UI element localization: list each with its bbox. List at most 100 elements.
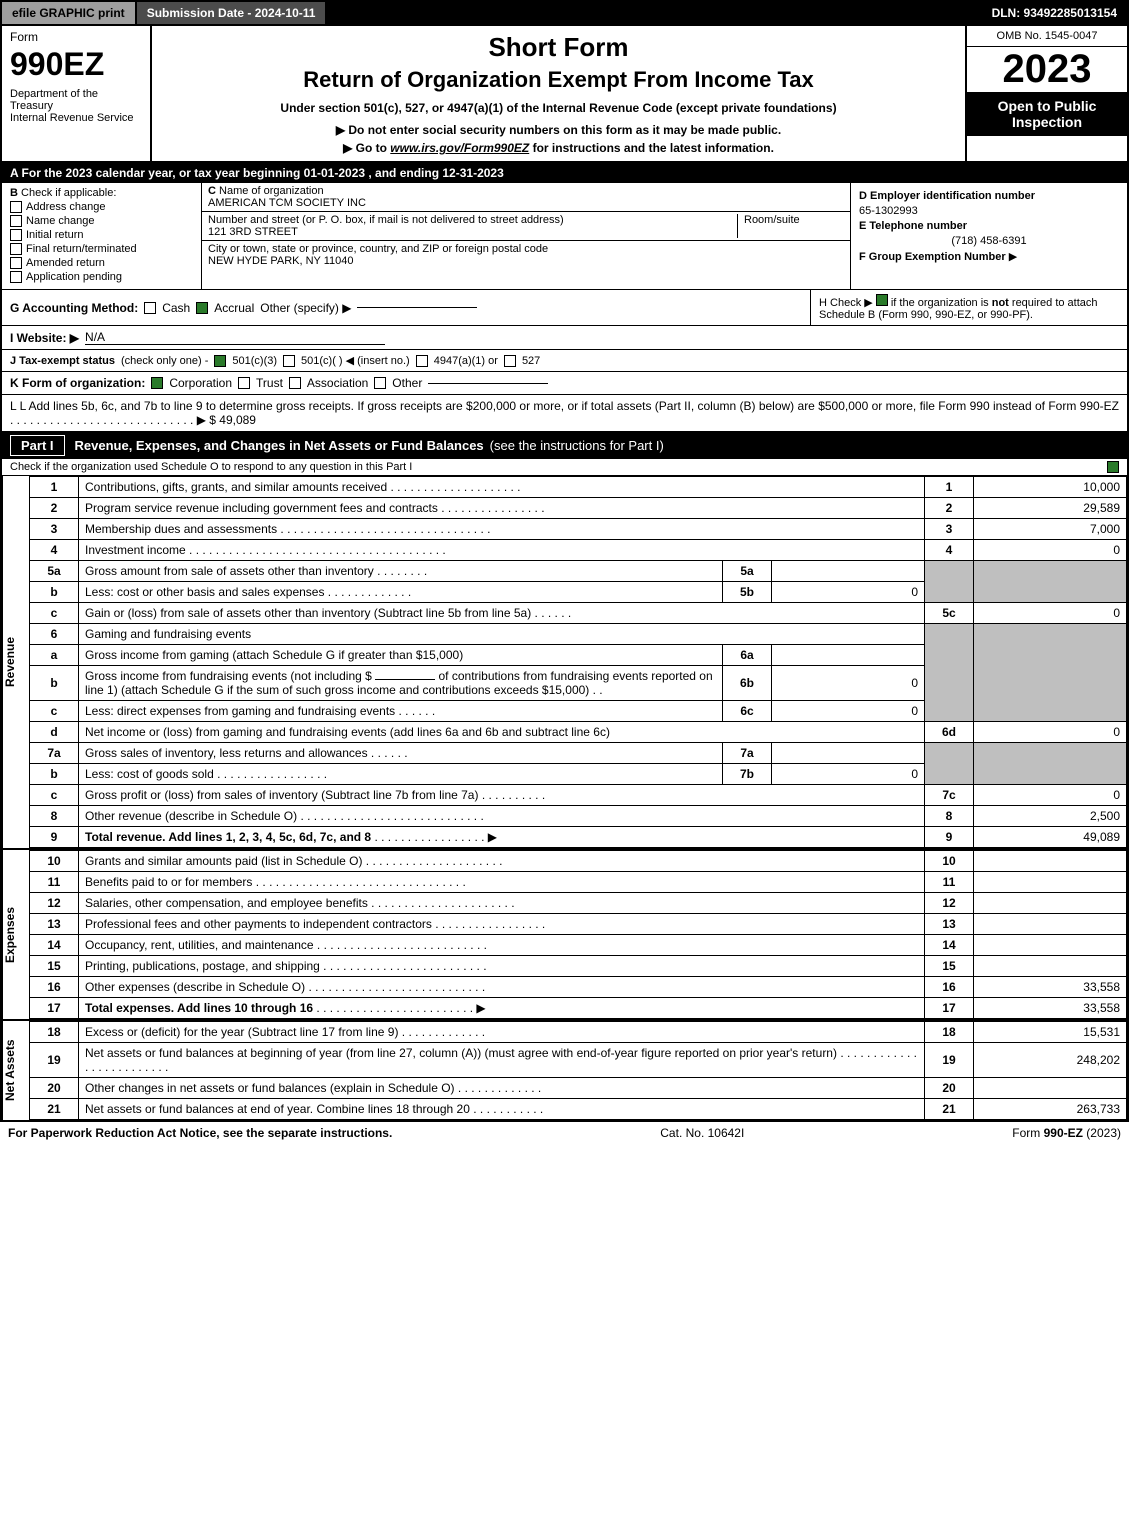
amount-14: [974, 935, 1127, 956]
amount-11: [974, 872, 1127, 893]
subtitle-ssn: ▶ Do not enter social security numbers o…: [162, 123, 955, 137]
amount-2: 29,589: [974, 498, 1127, 519]
label-501c: 501(c)( ) ◀ (insert no.): [301, 354, 410, 367]
g-label: G Accounting Method:: [10, 301, 138, 315]
dln-label: DLN: 93492285013154: [982, 2, 1127, 24]
room-label: Room/suite: [744, 214, 800, 226]
line-2: 2Program service revenue including gover…: [30, 498, 1127, 519]
box-7a: [772, 743, 925, 764]
line-9: 9Total revenue. Add lines 1, 2, 3, 4, 5c…: [30, 827, 1127, 848]
line-16: 16Other expenses (describe in Schedule O…: [30, 977, 1127, 998]
amount-12: [974, 893, 1127, 914]
goto-suffix: for instructions and the latest informat…: [533, 141, 774, 155]
box-5a: [772, 561, 925, 582]
j-label: J Tax-exempt status: [10, 355, 115, 367]
j-sub: (check only one) -: [121, 355, 208, 367]
part1-subtitle: (see the instructions for Part I): [490, 438, 664, 453]
line-3: 3Membership dues and assessments . . . .…: [30, 519, 1127, 540]
h-text: Check ▶: [830, 297, 876, 309]
expenses-section: Expenses 10Grants and similar amounts pa…: [2, 850, 1127, 1021]
name-of-org-label: Name of organization: [219, 185, 324, 197]
other-specify-input[interactable]: [357, 307, 477, 308]
section-a: A For the 2023 calendar year, or tax yea…: [2, 163, 1127, 183]
6b-contrib-input[interactable]: [375, 679, 435, 680]
checkbox-527[interactable]: [504, 355, 516, 367]
l-text: L Add lines 5b, 6c, and 7b to line 9 to …: [20, 399, 1119, 413]
org-name: AMERICAN TCM SOCIETY INC: [208, 197, 366, 209]
tax-year: 2023: [967, 47, 1127, 91]
checkbox-application-pending[interactable]: [10, 271, 22, 283]
line-1: 1Contributions, gifts, grants, and simil…: [30, 477, 1127, 498]
title-short-form: Short Form: [162, 32, 955, 63]
amount-9: 49,089: [974, 827, 1127, 848]
side-label-netassets: Net Assets: [2, 1021, 29, 1120]
line-8: 8Other revenue (describe in Schedule O) …: [30, 806, 1127, 827]
checkbox-final-return[interactable]: [10, 243, 22, 255]
section-l: L L Add lines 5b, 6c, and 7b to line 9 t…: [2, 395, 1127, 432]
amount-1: 10,000: [974, 477, 1127, 498]
checkbox-corp[interactable]: [151, 377, 163, 389]
box-7b: 0: [772, 764, 925, 785]
h-label: H: [819, 297, 827, 309]
other-org-input[interactable]: [428, 383, 548, 384]
checkbox-other-org[interactable]: [374, 377, 386, 389]
form-label: Form: [10, 30, 142, 44]
checkbox-501c[interactable]: [283, 355, 295, 367]
part1-title: Revenue, Expenses, and Changes in Net As…: [75, 438, 484, 453]
label-address-change: Address change: [26, 201, 106, 213]
part1-check-text: Check if the organization used Schedule …: [10, 461, 412, 473]
footer-right: Form 990-EZ (2023): [1012, 1126, 1121, 1140]
checkbox-accrual[interactable]: [196, 302, 208, 314]
label-assoc: Association: [307, 376, 368, 390]
checkbox-trust[interactable]: [238, 377, 250, 389]
amount-19: 248,202: [974, 1043, 1127, 1078]
part1-check-line: Check if the organization used Schedule …: [2, 459, 1127, 476]
amount-18: 15,531: [974, 1022, 1127, 1043]
box-5b: 0: [772, 582, 925, 603]
irs-link[interactable]: www.irs.gov/Form990EZ: [390, 141, 529, 155]
line-7a: 7aGross sales of inventory, less returns…: [30, 743, 1127, 764]
checkbox-address-change[interactable]: [10, 201, 22, 213]
line-11: 11Benefits paid to or for members . . . …: [30, 872, 1127, 893]
efile-print-label[interactable]: efile GRAPHIC print: [2, 2, 135, 24]
checkbox-schedule-o[interactable]: [1107, 461, 1119, 473]
checkbox-cash[interactable]: [144, 302, 156, 314]
section-k: K Form of organization: Corporation Trus…: [2, 372, 1127, 395]
i-label: I Website: ▶: [10, 331, 79, 345]
amount-10: [974, 851, 1127, 872]
checkbox-4947[interactable]: [416, 355, 428, 367]
label-cash: Cash: [162, 301, 190, 315]
side-label-revenue: Revenue: [2, 476, 29, 848]
website-value: N/A: [85, 330, 385, 345]
checkbox-name-change[interactable]: [10, 215, 22, 227]
line-12: 12Salaries, other compensation, and empl…: [30, 893, 1127, 914]
street-label: Number and street (or P. O. box, if mail…: [208, 214, 564, 226]
d-label: D Employer identification number: [859, 190, 1119, 202]
expenses-table: 10Grants and similar amounts paid (list …: [29, 850, 1127, 1019]
line-14: 14Occupancy, rent, utilities, and mainte…: [30, 935, 1127, 956]
b-check-label: Check if applicable:: [21, 187, 116, 199]
label-application-pending: Application pending: [26, 271, 122, 283]
label-other-org: Other: [392, 376, 422, 390]
top-bar-spacer: [327, 2, 981, 24]
amount-15: [974, 956, 1127, 977]
revenue-table: 1Contributions, gifts, grants, and simil…: [29, 476, 1127, 848]
part1-header: Part I Revenue, Expenses, and Changes in…: [2, 432, 1127, 459]
info-block: B Check if applicable: Address change Na…: [2, 183, 1127, 290]
k-label: K Form of organization:: [10, 376, 145, 390]
checkbox-h[interactable]: [876, 294, 888, 306]
line-20: 20Other changes in net assets or fund ba…: [30, 1078, 1127, 1099]
omb-number: OMB No. 1545-0047: [967, 26, 1127, 47]
amount-17: 33,558: [974, 998, 1127, 1019]
checkbox-amended-return[interactable]: [10, 257, 22, 269]
amount-4: 0: [974, 540, 1127, 561]
checkbox-assoc[interactable]: [289, 377, 301, 389]
checkbox-501c3[interactable]: [214, 355, 226, 367]
ein-value: 65-1302993: [859, 205, 1119, 217]
section-h: H Check ▶ if the organization is not req…: [810, 290, 1127, 325]
line-18: 18Excess or (deficit) for the year (Subt…: [30, 1022, 1127, 1043]
checkbox-initial-return[interactable]: [10, 229, 22, 241]
section-i: I Website: ▶ N/A: [2, 326, 1127, 350]
l-dots: . . . . . . . . . . . . . . . . . . . . …: [10, 413, 209, 427]
section-c: C Name of organization AMERICAN TCM SOCI…: [202, 183, 851, 289]
